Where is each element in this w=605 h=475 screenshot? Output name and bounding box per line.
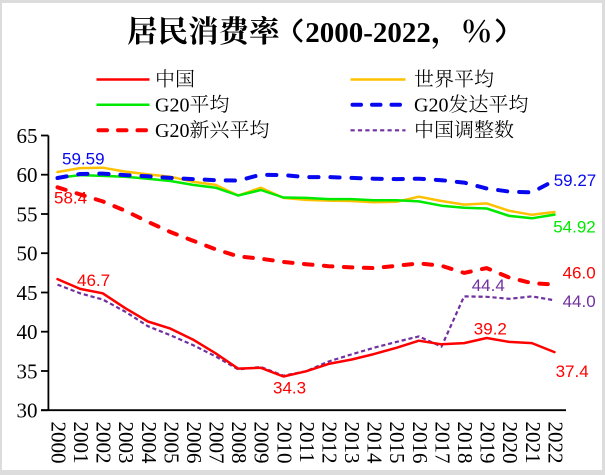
svg-text:2013: 2013 [340,422,364,464]
svg-text:59.59: 59.59 [62,149,105,168]
svg-text:60: 60 [17,163,38,187]
svg-text:35: 35 [17,359,38,383]
svg-text:40: 40 [17,320,38,344]
svg-text:34.3: 34.3 [273,379,306,398]
svg-text:2008: 2008 [227,422,251,464]
svg-text:2021: 2021 [521,422,545,464]
svg-text:50: 50 [17,242,38,266]
svg-text:2010: 2010 [272,422,296,464]
svg-text:58.4: 58.4 [54,189,87,208]
svg-text:55: 55 [17,202,38,226]
svg-text:2012: 2012 [318,422,342,464]
svg-text:2000: 2000 [46,422,70,464]
svg-text:39.2: 39.2 [474,319,507,338]
svg-text:2020: 2020 [498,422,522,464]
svg-text:2009: 2009 [250,422,274,464]
svg-text:2002: 2002 [92,422,116,464]
svg-text:2004: 2004 [137,422,161,465]
svg-text:44.4: 44.4 [472,276,505,295]
svg-text:45: 45 [17,281,38,305]
svg-text:2001: 2001 [69,422,93,464]
svg-text:2007: 2007 [205,422,229,464]
svg-text:2016: 2016 [408,422,432,464]
svg-text:2006: 2006 [182,422,206,464]
svg-text:2000-2022: 2000-2022 [305,17,431,49]
svg-text:G20: G20 [155,120,189,142]
svg-text:54.92: 54.92 [553,217,596,236]
svg-text:2005: 2005 [159,422,183,464]
svg-text:2014: 2014 [363,422,387,465]
svg-text:30: 30 [17,399,38,423]
svg-text:2011: 2011 [295,422,319,463]
svg-text:2017: 2017 [430,422,454,464]
svg-text:46.0: 46.0 [563,263,596,282]
svg-text:G20: G20 [414,94,448,116]
svg-text:2015: 2015 [385,422,409,464]
svg-text:37.4: 37.4 [556,362,589,381]
svg-text:65: 65 [17,124,38,148]
svg-text:G20: G20 [155,94,189,116]
svg-text:46.7: 46.7 [77,271,110,290]
svg-text:2022: 2022 [543,422,567,464]
svg-text:2018: 2018 [453,422,477,464]
svg-text:59.27: 59.27 [554,171,597,190]
svg-text:44.0: 44.0 [563,292,596,311]
svg-text:2019: 2019 [476,422,500,464]
svg-text:2003: 2003 [114,422,138,464]
